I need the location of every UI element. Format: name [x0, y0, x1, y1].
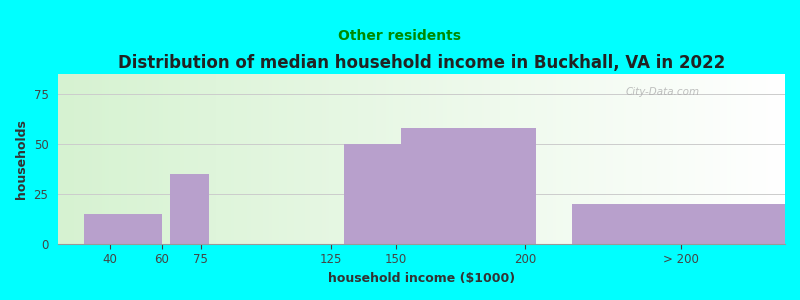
Bar [572, 204, 785, 244]
Bar [170, 174, 209, 244]
Bar [344, 144, 401, 244]
Bar [84, 214, 162, 244]
X-axis label: household income ($1000): household income ($1000) [328, 272, 515, 285]
Y-axis label: households: households [15, 119, 28, 199]
Text: City-Data.com: City-Data.com [625, 87, 699, 97]
Bar [401, 128, 536, 244]
Text: Other residents: Other residents [338, 29, 462, 43]
Title: Distribution of median household income in Buckhall, VA in 2022: Distribution of median household income … [118, 54, 726, 72]
